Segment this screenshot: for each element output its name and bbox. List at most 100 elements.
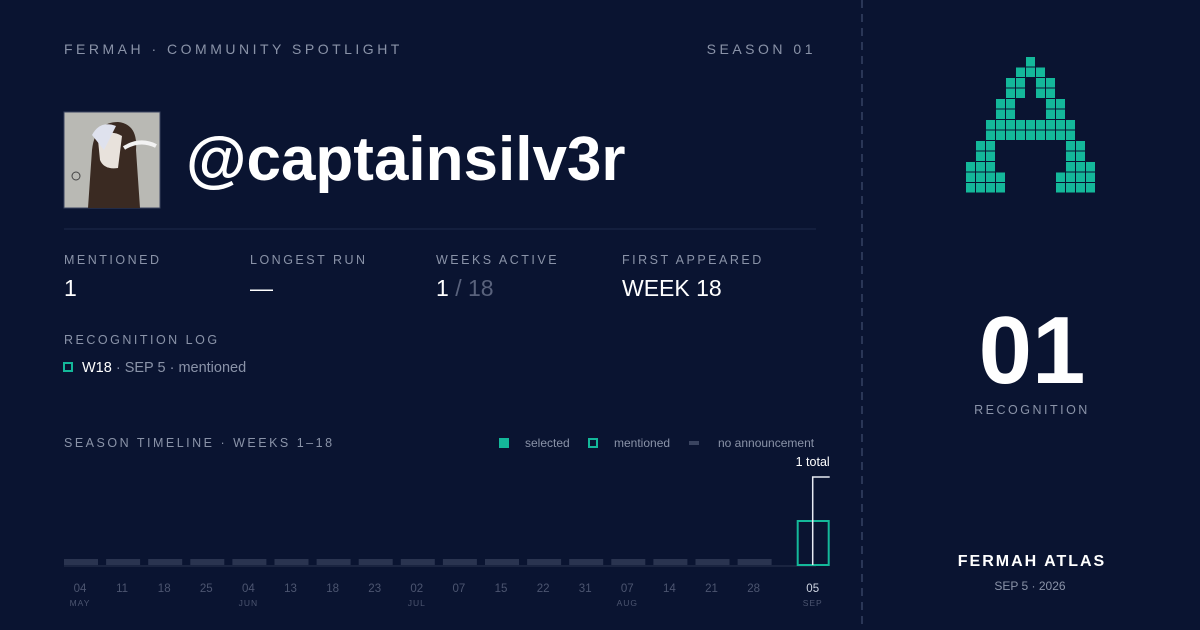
logo-pixel bbox=[976, 151, 985, 161]
week-none bbox=[106, 559, 141, 565]
logo-pixel bbox=[1016, 67, 1025, 77]
week-none bbox=[569, 559, 604, 565]
log-title: RECOGNITION LOG bbox=[64, 333, 220, 347]
week-day: 23 bbox=[368, 583, 381, 595]
logo-pixel bbox=[1066, 183, 1075, 193]
logo-pixel bbox=[1006, 99, 1015, 109]
logo-pixel bbox=[1036, 120, 1045, 130]
stat-value-total: / 18 bbox=[455, 275, 493, 301]
week-none bbox=[316, 559, 351, 565]
count: 01 bbox=[979, 297, 1086, 404]
logo-pixel bbox=[1006, 78, 1015, 88]
week-none bbox=[148, 559, 183, 565]
week-day: 22 bbox=[537, 583, 550, 595]
week-day: 28 bbox=[747, 583, 760, 595]
week-day: 13 bbox=[284, 583, 297, 595]
logo-pixel bbox=[1046, 120, 1055, 130]
logo-pixel bbox=[996, 99, 1005, 109]
logo-pixel bbox=[1056, 183, 1065, 193]
side-brand: FERMAH ATLAS bbox=[958, 553, 1106, 570]
logo-pixel bbox=[1066, 120, 1075, 130]
week-none bbox=[527, 559, 562, 565]
log-entry: W18 · SEP 5 · mentioned bbox=[82, 360, 246, 376]
logo-pixel bbox=[1086, 162, 1095, 172]
legend-label: no announcement bbox=[718, 436, 815, 450]
logo-pixel bbox=[1046, 78, 1055, 88]
stat-value: WEEK 18 bbox=[622, 275, 722, 301]
week-month: JUN bbox=[239, 598, 259, 608]
logo-pixel bbox=[1046, 130, 1055, 140]
logo-pixel bbox=[986, 172, 995, 182]
stat-label: MENTIONED bbox=[64, 253, 162, 267]
logo-pixel bbox=[1066, 130, 1075, 140]
logo-pixel bbox=[976, 172, 985, 182]
week-day: 07 bbox=[621, 583, 634, 595]
legend-swatch bbox=[499, 438, 509, 448]
logo-pixel bbox=[1066, 141, 1075, 151]
logo-pixel bbox=[1086, 183, 1095, 193]
logo-pixel bbox=[986, 120, 995, 130]
count-label: RECOGNITION bbox=[974, 403, 1090, 417]
week-none bbox=[695, 559, 730, 565]
week-day: 18 bbox=[158, 583, 171, 595]
log-details: · SEP 5 · mentioned bbox=[116, 360, 246, 376]
week-day: 04 bbox=[242, 583, 255, 595]
legend-label: selected bbox=[525, 436, 570, 450]
logo-pixel bbox=[1076, 162, 1085, 172]
logo-pixel bbox=[966, 162, 975, 172]
week-month: MAY bbox=[70, 598, 91, 608]
week-day: 11 bbox=[116, 583, 128, 595]
stat-value-main: — bbox=[250, 275, 273, 301]
logo-pixel bbox=[1056, 172, 1065, 182]
logo-pixel bbox=[986, 162, 995, 172]
handle: @captainsilv3r bbox=[186, 125, 626, 194]
log-icon bbox=[63, 362, 73, 372]
logo-pixel bbox=[1036, 88, 1045, 98]
side-date: SEP 5 · 2026 bbox=[994, 579, 1065, 593]
week-month: JUL bbox=[408, 598, 426, 608]
logo-pixel bbox=[1026, 130, 1035, 140]
logo-pixel bbox=[1056, 130, 1065, 140]
logo-pixel bbox=[1046, 99, 1055, 109]
logo-pixel bbox=[1076, 172, 1085, 182]
week-none bbox=[232, 559, 267, 565]
stat-value: 1 bbox=[64, 275, 77, 301]
logo-pixel bbox=[976, 183, 985, 193]
logo-pixel bbox=[1056, 99, 1065, 109]
logo-pixel bbox=[1046, 109, 1055, 119]
week-none bbox=[274, 559, 309, 565]
week-none bbox=[611, 559, 646, 565]
logo-pixel bbox=[1056, 120, 1065, 130]
log-week: W18 bbox=[82, 360, 112, 376]
week-day: 07 bbox=[453, 583, 466, 595]
week-day: 18 bbox=[326, 583, 339, 595]
logo-pixel bbox=[1066, 162, 1075, 172]
logo-pixel bbox=[1016, 120, 1025, 130]
stat-label: WEEKS ACTIVE bbox=[436, 253, 559, 267]
week-day: 21 bbox=[705, 583, 718, 595]
logo-pixel bbox=[976, 141, 985, 151]
logo-pixel bbox=[986, 141, 995, 151]
week-none bbox=[653, 559, 688, 565]
logo-pixel bbox=[1046, 88, 1055, 98]
week-day: 25 bbox=[200, 583, 213, 595]
stat-label: LONGEST RUN bbox=[250, 253, 368, 267]
stat-value: 1 / 18 bbox=[436, 275, 494, 301]
avatar bbox=[63, 111, 161, 209]
week-none bbox=[400, 559, 435, 565]
logo-pixel bbox=[1026, 67, 1035, 77]
stat-label: FIRST APPEARED bbox=[622, 253, 764, 267]
logo-pixel bbox=[1026, 57, 1035, 67]
logo-pixel bbox=[1006, 130, 1015, 140]
logo-pixel bbox=[1006, 109, 1015, 119]
logo-pixel bbox=[1016, 88, 1025, 98]
logo-pixel bbox=[1006, 88, 1015, 98]
logo-pixel bbox=[1076, 141, 1085, 151]
week-none bbox=[442, 559, 477, 565]
legend-swatch bbox=[689, 441, 699, 445]
logo-pixel bbox=[1006, 120, 1015, 130]
logo-pixel bbox=[986, 151, 995, 161]
week-none bbox=[485, 559, 519, 565]
season: SEASON 01 bbox=[707, 41, 816, 57]
